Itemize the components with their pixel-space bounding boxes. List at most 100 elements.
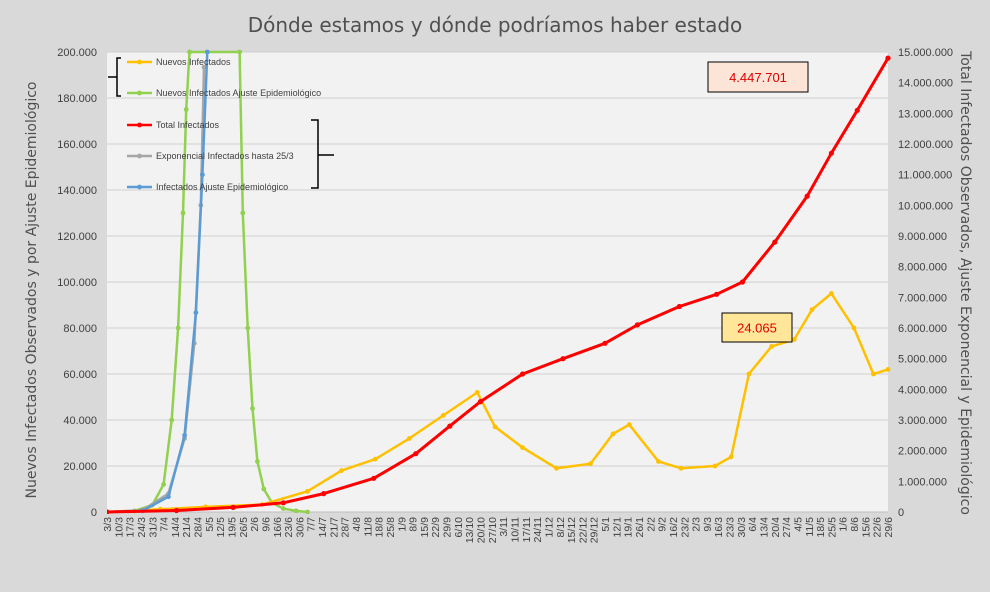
data-point: [305, 509, 310, 514]
data-point: [237, 49, 243, 55]
data-point: [602, 340, 608, 346]
right-tick-label: 0: [898, 507, 904, 519]
x-tick-label: 9/2: [657, 517, 669, 532]
left-tick-label: 140.000: [57, 185, 97, 197]
data-point: [240, 210, 246, 216]
legend-marker: [137, 59, 142, 65]
data-point: [772, 239, 778, 245]
x-tick-label: 9/3: [702, 517, 714, 532]
legend-item: Nuevos Infectados Ajuste Epidemiológico: [127, 88, 321, 98]
left-tick-label: 160.000: [57, 139, 97, 151]
x-tick-label: 11/8: [362, 517, 374, 537]
x-tick-label: 31/3: [147, 517, 159, 538]
x-tick-label: 29/9: [442, 517, 454, 538]
data-point: [204, 49, 210, 55]
legend-item: Nuevos Infectados: [127, 57, 231, 67]
data-point: [201, 64, 207, 70]
x-tick-label: 14/4: [170, 517, 182, 538]
left-tick-label: 200.000: [57, 47, 97, 59]
left-tick-label: 0: [91, 507, 97, 519]
data-point: [280, 506, 286, 511]
x-axis-ticks: 3/3 10/3 17/3 24/3 31/3 7/4 14/4 21/4 28/4 5/5 12/…: [102, 511, 895, 543]
legend-label: Nuevos Infectados Ajuste Epidemiológico: [156, 88, 321, 98]
x-tick-label: 21/7: [328, 517, 340, 538]
x-tick-label: 22/9: [430, 517, 442, 538]
data-point: [180, 210, 186, 216]
left-axis-ticks: 0 20.000 40.000 60.000 80.000 100.000 120.000 1…: [57, 47, 97, 519]
x-tick-label: 18/5: [815, 517, 827, 538]
x-tick-label: 7/7: [306, 517, 318, 532]
data-point: [371, 475, 377, 481]
data-point: [828, 150, 835, 156]
data-point: [769, 344, 774, 349]
left-tick-label: 100.000: [57, 277, 97, 289]
x-tick-label: 22/6: [872, 517, 884, 538]
legend-label: Infectados Ajuste Epidemiológico: [156, 182, 288, 192]
chart-title: Dónde estamos y dónde podríamos haber es…: [248, 13, 743, 37]
data-point: [373, 456, 378, 462]
left-tick-label: 120.000: [57, 231, 97, 243]
right-tick-label: 13.000.000: [898, 108, 953, 120]
data-point: [447, 423, 453, 429]
x-tick-label: 28/4: [193, 517, 205, 538]
data-point: [250, 406, 255, 411]
data-point: [200, 172, 205, 178]
x-tick-label: 21/4: [181, 517, 193, 538]
x-tick-label: 3/3: [102, 517, 114, 532]
data-point: [440, 413, 446, 418]
data-point: [339, 468, 344, 473]
x-tick-label: 8/12: [555, 517, 567, 538]
callout-box: [721, 312, 793, 343]
right-tick-label: 9.000.000: [898, 231, 947, 243]
right-axis-ticks: 0 1.000.000 2.000.000 3.000.000 4.000.000 5.0…: [898, 47, 953, 519]
x-tick-label: 16/3: [713, 517, 725, 538]
x-tick-label: 24/3: [136, 517, 148, 538]
data-point: [520, 445, 525, 450]
data-point: [161, 482, 167, 487]
data-point: [676, 303, 683, 310]
data-point: [885, 367, 891, 372]
x-tick-label: 29/12: [589, 517, 601, 543]
data-point: [656, 459, 661, 464]
data-point: [245, 325, 251, 331]
x-tick-label: 8/6: [849, 517, 861, 532]
data-point: [634, 322, 641, 328]
data-point: [182, 432, 188, 438]
annotations: 4.447.701 24.065: [707, 61, 809, 343]
x-tick-label: 1/12: [543, 517, 555, 538]
right-tick-label: 7.000.000: [898, 292, 947, 304]
data-point: [173, 507, 180, 514]
x-tick-label: 3/11: [498, 517, 510, 537]
right-tick-label: 12.000.000: [898, 139, 953, 151]
x-tick-label: 23/6: [283, 517, 295, 538]
data-point: [477, 399, 484, 405]
legend-marker: [137, 184, 142, 190]
legend-item: Infectados Ajuste Epidemiológico: [127, 182, 288, 192]
right-tick-label: 11.000.000: [898, 170, 952, 182]
data-point: [728, 454, 734, 460]
x-tick-label: 13/10: [464, 517, 476, 543]
x-tick-label: 11/5: [804, 517, 816, 537]
x-tick-label: 4/8: [351, 517, 363, 532]
x-tick-label: 6/4: [747, 517, 759, 532]
data-point: [492, 424, 498, 430]
x-tick-label: 12/5: [215, 517, 227, 538]
right-tick-label: 8.000.000: [898, 262, 947, 274]
legend-bracket-right-axis: [311, 119, 334, 189]
x-tick-label: 15/6: [860, 517, 872, 538]
x-tick-label: 14/7: [317, 517, 329, 538]
data-point: [791, 337, 797, 342]
data-point: [746, 371, 752, 377]
data-point: [560, 356, 566, 362]
x-tick-label: 2/3: [691, 517, 703, 532]
x-tick-label: 1/6: [838, 517, 850, 532]
data-point: [804, 193, 810, 199]
callout-value: 4.447.701: [729, 70, 787, 85]
x-tick-label: 28/7: [340, 517, 352, 538]
x-tick-label: 26/1: [634, 517, 646, 538]
data-point: [183, 107, 189, 112]
x-tick-label: 15/9: [419, 517, 431, 538]
data-point: [739, 279, 746, 285]
left-tick-label: 20.000: [63, 461, 97, 473]
x-tick-label: 5/5: [204, 517, 216, 532]
